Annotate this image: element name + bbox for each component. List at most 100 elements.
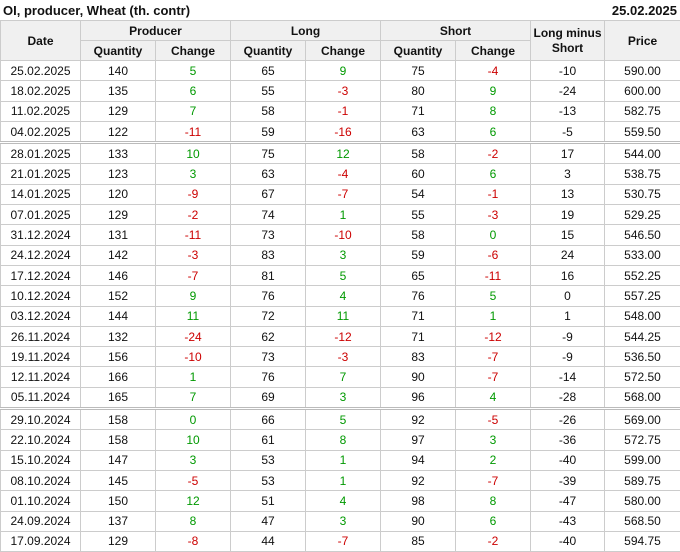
value-cell: -9: [531, 326, 605, 346]
value-cell: -10: [531, 61, 605, 81]
value-cell: 140: [81, 61, 156, 81]
value-cell: 5: [306, 409, 381, 430]
header-cell: Change: [306, 41, 381, 61]
value-cell: 65: [381, 265, 456, 285]
value-cell: 5: [156, 61, 231, 81]
value-cell: 6: [456, 121, 531, 142]
header-cell: Long minus Short: [531, 21, 605, 61]
header-cell: Change: [456, 41, 531, 61]
value-cell: 529.25: [605, 205, 680, 225]
value-cell: 144: [81, 306, 156, 326]
value-cell: 13: [531, 184, 605, 204]
value-cell: 73: [231, 225, 306, 245]
value-cell: 59: [231, 121, 306, 142]
date-cell: 31.12.2024: [1, 225, 81, 245]
value-cell: 1: [456, 306, 531, 326]
header-cell: Date: [1, 21, 81, 61]
value-cell: 60: [381, 164, 456, 184]
value-cell: 96: [381, 387, 456, 408]
date-cell: 04.02.2025: [1, 121, 81, 142]
value-cell: 58: [381, 143, 456, 164]
value-cell: 92: [381, 409, 456, 430]
value-cell: 73: [231, 347, 306, 367]
value-cell: -3: [306, 81, 381, 101]
value-cell: -9: [531, 347, 605, 367]
value-cell: 158: [81, 430, 156, 450]
date-cell: 11.02.2025: [1, 101, 81, 121]
header-cell: Quantity: [381, 41, 456, 61]
value-cell: 55: [231, 81, 306, 101]
value-cell: -5: [156, 470, 231, 490]
value-cell: 71: [381, 306, 456, 326]
date-cell: 29.10.2024: [1, 409, 81, 430]
value-cell: 572.50: [605, 367, 680, 387]
value-cell: 16: [531, 265, 605, 285]
value-cell: -7: [306, 531, 381, 551]
value-cell: 0: [531, 286, 605, 306]
value-cell: 53: [231, 470, 306, 490]
value-cell: 75: [231, 143, 306, 164]
value-cell: 90: [381, 511, 456, 531]
value-cell: 9: [306, 61, 381, 81]
value-cell: -6: [456, 245, 531, 265]
value-cell: 2: [456, 450, 531, 470]
value-cell: 548.00: [605, 306, 680, 326]
value-cell: 538.75: [605, 164, 680, 184]
date-cell: 10.12.2024: [1, 286, 81, 306]
value-cell: 6: [156, 81, 231, 101]
value-cell: 546.50: [605, 225, 680, 245]
header-cell: Quantity: [231, 41, 306, 61]
date-cell: 12.11.2024: [1, 367, 81, 387]
header-cell: Change: [156, 41, 231, 61]
value-cell: 0: [156, 409, 231, 430]
value-cell: 142: [81, 245, 156, 265]
value-cell: 600.00: [605, 81, 680, 101]
value-cell: 4: [306, 286, 381, 306]
value-cell: -1: [306, 101, 381, 121]
value-cell: -26: [531, 409, 605, 430]
value-cell: 3: [531, 164, 605, 184]
value-cell: 44: [231, 531, 306, 551]
value-cell: 59: [381, 245, 456, 265]
value-cell: 76: [231, 286, 306, 306]
value-cell: -12: [306, 326, 381, 346]
value-cell: -13: [531, 101, 605, 121]
value-cell: 9: [456, 81, 531, 101]
value-cell: -14: [531, 367, 605, 387]
value-cell: 589.75: [605, 470, 680, 490]
value-cell: -2: [156, 205, 231, 225]
date-cell: 05.11.2024: [1, 387, 81, 408]
value-cell: -2: [456, 531, 531, 551]
value-cell: 150: [81, 491, 156, 511]
value-cell: -11: [156, 121, 231, 142]
value-cell: 0: [456, 225, 531, 245]
value-cell: 98: [381, 491, 456, 511]
value-cell: 122: [81, 121, 156, 142]
value-cell: 3: [306, 511, 381, 531]
value-cell: 7: [306, 367, 381, 387]
value-cell: 544.25: [605, 326, 680, 346]
value-cell: 61: [231, 430, 306, 450]
value-cell: -4: [306, 164, 381, 184]
header-cell: Price: [605, 21, 680, 61]
value-cell: -40: [531, 531, 605, 551]
value-cell: 123: [81, 164, 156, 184]
value-cell: 6: [456, 164, 531, 184]
value-cell: -24: [156, 326, 231, 346]
value-cell: 120: [81, 184, 156, 204]
date-cell: 18.02.2025: [1, 81, 81, 101]
value-cell: -2: [456, 143, 531, 164]
date-cell: 08.10.2024: [1, 470, 81, 490]
value-cell: 568.00: [605, 387, 680, 408]
value-cell: -7: [456, 367, 531, 387]
value-cell: 76: [231, 367, 306, 387]
value-cell: -28: [531, 387, 605, 408]
